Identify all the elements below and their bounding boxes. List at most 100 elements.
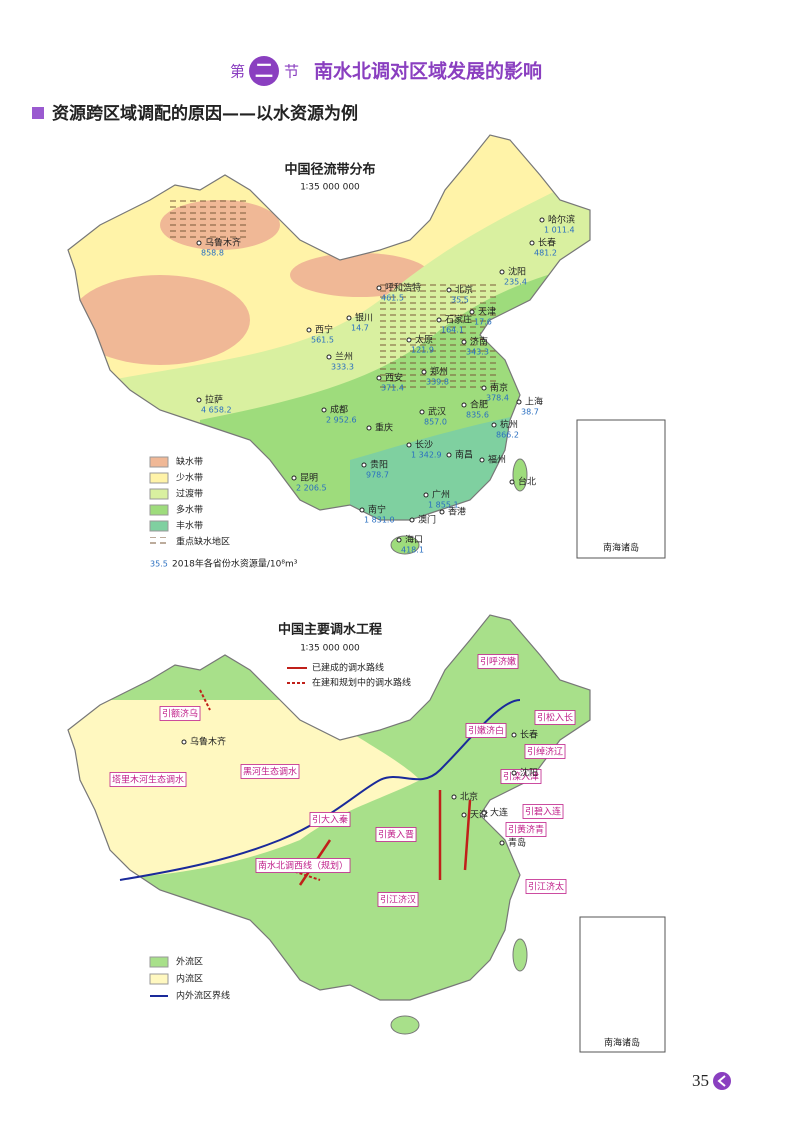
water-amount: 2 952.6 (326, 416, 357, 425)
project-label: 南水北调西线（规划） (258, 860, 348, 872)
city-name: 沈阳 (508, 266, 526, 278)
city-dot (396, 537, 402, 543)
back-arrow (717, 1075, 726, 1087)
project-label: 引大入秦 (312, 814, 348, 826)
legend-note-value: 35.5 (150, 560, 168, 569)
header-number: 二 (255, 61, 273, 82)
legend-label: 外流区 (176, 956, 203, 968)
map2-title: 中国主要调水工程 (278, 622, 382, 638)
city-name: 太原 (415, 334, 433, 346)
city-name: 银川 (355, 312, 373, 324)
back-button[interactable] (713, 1072, 731, 1090)
city-dot (481, 810, 487, 816)
project-box (240, 764, 300, 779)
water-amount: 14.7 (351, 324, 369, 333)
water-amount: 835.6 (466, 411, 489, 420)
city-dot (461, 402, 467, 408)
water-amount: 1 855.1 (428, 501, 459, 510)
city-name: 上海 (525, 396, 543, 408)
route-legend: 在建和规划中的调水路线 (312, 677, 411, 689)
legend-label: 内流区 (176, 973, 203, 985)
city-name: 长沙 (415, 439, 433, 451)
project-label: 引额济乌 (162, 708, 198, 720)
city-name: 长春 (520, 729, 538, 741)
project-box (505, 822, 547, 837)
city-name: 西安 (385, 372, 403, 384)
water-amount: 4 658.2 (201, 406, 232, 415)
city-name: 长春 (538, 237, 556, 249)
city-dot (196, 397, 202, 403)
legend-swatch (149, 472, 169, 484)
project-label: 引嫩济白 (468, 725, 504, 737)
header-badge (249, 56, 279, 86)
header-suffix: 节 (284, 63, 299, 81)
city-dot (181, 739, 187, 745)
water-amount: 339.8 (426, 378, 449, 387)
legend-swatch (149, 504, 169, 516)
project-label: 黑河生态调水 (243, 766, 297, 778)
city-name: 乌鲁木齐 (205, 237, 241, 249)
water-amount: 418.1 (401, 546, 424, 555)
map1-scale: 1∶35 000 000 (300, 183, 360, 193)
project-label: 引江济汉 (380, 894, 416, 906)
map1-zones (68, 135, 590, 520)
city-name: 重庆 (375, 422, 393, 434)
legend-swatch (149, 956, 169, 968)
city-name: 南昌 (455, 449, 473, 461)
city-name: 贵阳 (370, 459, 388, 471)
legend-swatch (149, 488, 169, 500)
map1-title: 中国径流带分布 (284, 162, 375, 178)
city-dot (499, 840, 505, 846)
city-name: 呼和浩特 (385, 282, 421, 294)
water-amount: 1 831.0 (364, 516, 395, 525)
city-dot (451, 794, 457, 800)
legend-swatch (150, 537, 168, 547)
city-dot (511, 770, 517, 776)
city-name: 乌鲁木齐 (190, 736, 226, 748)
water-amount: 371.4 (381, 384, 404, 393)
city-dot (479, 457, 485, 463)
project-label: 引绰济辽 (527, 746, 563, 758)
legend-label: 重点缺水地区 (176, 536, 230, 548)
water-amount: 2 206.5 (296, 484, 327, 493)
project-box (525, 879, 567, 894)
water-amount: 461.5 (381, 294, 404, 303)
city-name: 海口 (405, 534, 423, 546)
city-dot (423, 492, 429, 498)
legend-label: 丰水带 (176, 520, 203, 532)
city-dot (509, 479, 515, 485)
water-amount: 857.0 (424, 418, 447, 427)
project-box (500, 769, 542, 784)
water-amount: 333.3 (331, 363, 354, 372)
water-amount: 164.1 (441, 326, 464, 335)
city-name: 昆明 (300, 473, 318, 484)
project-label: 引黄济青 (508, 824, 544, 836)
city-dot (359, 507, 365, 513)
city-dot (321, 407, 327, 413)
project-box (534, 710, 576, 725)
city-name: 北京 (455, 284, 473, 296)
city-dot (439, 509, 445, 515)
water-amount: 17.6 (474, 318, 492, 327)
city-name: 广州 (432, 489, 450, 501)
city-name: 沈阳 (520, 767, 538, 779)
project-box (159, 706, 201, 721)
city-name: 拉萨 (205, 394, 223, 406)
city-name: 南京 (490, 382, 508, 394)
map2-inset (579, 916, 666, 1053)
city-name: 天津 (470, 810, 488, 821)
section-title: 资源跨区域调配的原因——以水资源为例 (52, 103, 358, 124)
map2-inset-label: 南海诸岛 (604, 1037, 640, 1049)
city-dot (409, 517, 415, 523)
project-box (375, 827, 417, 842)
water-amount: 35.5 (451, 296, 469, 305)
city-dot (306, 327, 312, 333)
project-box (524, 744, 566, 759)
city-dot (346, 315, 352, 321)
city-dot (376, 375, 382, 381)
project-box (109, 772, 187, 787)
city-dot (366, 425, 372, 431)
page-number: 35 (692, 1071, 709, 1090)
